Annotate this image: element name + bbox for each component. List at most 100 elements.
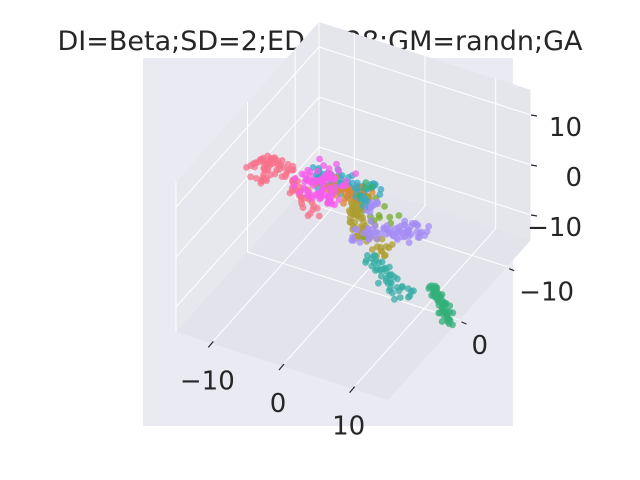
z-tick-mark xyxy=(530,114,538,117)
scatter-point xyxy=(371,222,379,230)
scatter-point xyxy=(388,279,395,287)
scatter-point xyxy=(375,279,382,287)
scatter-point xyxy=(362,179,370,187)
scatter-point xyxy=(374,200,381,208)
scatter-point xyxy=(380,252,388,260)
z-tick-label: −10 xyxy=(527,213,582,243)
x-tick-label: 0 xyxy=(270,389,287,419)
scatter-points xyxy=(243,152,457,329)
z-tick-label: 10 xyxy=(549,113,582,143)
scatter-point xyxy=(271,154,279,162)
scatter-point xyxy=(376,191,384,198)
scatter-point xyxy=(315,212,323,220)
scatter-point xyxy=(252,175,260,182)
scatter-point xyxy=(368,246,376,253)
scatter-point xyxy=(313,167,321,175)
scatter-point xyxy=(353,226,361,234)
scatter-point xyxy=(361,184,368,192)
scatter-point xyxy=(325,165,333,173)
scatter-point xyxy=(449,321,456,329)
scatter-point xyxy=(295,189,303,197)
gridline-z-back xyxy=(318,46,532,116)
scatter-point xyxy=(375,259,383,267)
scatter-point xyxy=(335,196,343,204)
scatter-point xyxy=(342,177,350,185)
scatter-point xyxy=(331,188,339,195)
scatter-point xyxy=(433,284,441,292)
scatter-point xyxy=(330,175,338,183)
scatter-point xyxy=(356,239,364,246)
scatter-point xyxy=(313,204,321,212)
scatter-point xyxy=(388,241,396,248)
scatter-point xyxy=(378,235,386,243)
scatter-point xyxy=(328,200,336,208)
scatter-point xyxy=(405,294,412,301)
scatter-point xyxy=(401,217,409,225)
scatter-point xyxy=(333,160,340,168)
scatter-point xyxy=(316,155,323,163)
scatter-point xyxy=(378,272,385,280)
gridline-z-side xyxy=(175,146,320,308)
scatter-point xyxy=(438,291,446,298)
scatter-point xyxy=(352,170,360,178)
scatter-point xyxy=(338,172,346,179)
scatter-point xyxy=(410,287,417,295)
scatter-point xyxy=(373,235,381,243)
y-tick-mark xyxy=(508,268,515,272)
scatter-point xyxy=(375,212,383,219)
scatter-point xyxy=(398,283,406,290)
scatter-point xyxy=(423,228,431,236)
scatter-point xyxy=(335,167,343,174)
scatter-point xyxy=(362,257,370,264)
scatter-point xyxy=(363,197,371,204)
scatter-point xyxy=(279,164,287,171)
x-tick-mark xyxy=(278,363,285,371)
scatter-point xyxy=(369,182,376,190)
scatter-point xyxy=(396,294,404,301)
scatter-point xyxy=(407,231,415,238)
scatter-point xyxy=(446,302,454,310)
scatter-point xyxy=(306,168,314,176)
y-tick-label: 0 xyxy=(472,331,489,361)
y-tick-label: −10 xyxy=(519,278,574,308)
scatter-point xyxy=(395,212,403,219)
scatter-point xyxy=(349,179,357,187)
scatter-point xyxy=(290,182,298,190)
x-tick-label: −10 xyxy=(180,366,235,396)
scatter-point xyxy=(386,213,394,221)
gridline-z-back xyxy=(318,146,532,216)
scatter-point xyxy=(289,166,297,174)
scatter-point xyxy=(389,289,396,297)
scatter-point xyxy=(278,157,286,164)
x-tick-label: 10 xyxy=(332,412,365,442)
scatter-point xyxy=(405,239,413,247)
scatter-point xyxy=(351,218,359,226)
scatter-point xyxy=(291,175,299,182)
scatter-point xyxy=(247,173,255,181)
x-tick-mark xyxy=(207,340,214,348)
axis-ticks: −10 0 10 −10 0 −10 0 10 xyxy=(180,113,582,442)
z-tick-label: 0 xyxy=(565,163,582,193)
scatter-point xyxy=(331,183,339,191)
gridline-y-floor xyxy=(247,251,460,321)
scatter-point xyxy=(267,171,274,179)
scatter-point xyxy=(299,204,307,212)
axis-grid xyxy=(175,22,532,389)
scatter-point xyxy=(449,309,457,317)
scatter-point xyxy=(438,318,446,325)
scatter-point xyxy=(425,223,433,230)
gridline-z-side xyxy=(175,46,320,208)
scatter-point xyxy=(386,263,393,271)
scatter-point xyxy=(340,200,347,207)
scatter-point xyxy=(377,186,385,193)
scatter-point xyxy=(350,237,357,244)
scatter-point xyxy=(376,230,384,238)
scatter-point xyxy=(391,295,398,303)
scatter-point xyxy=(381,203,388,210)
scatter-point xyxy=(393,275,401,283)
gridline-z-back xyxy=(318,96,532,166)
x-tick-mark xyxy=(349,386,356,394)
scatter-point xyxy=(263,177,270,185)
y-tick-mark xyxy=(461,321,467,325)
